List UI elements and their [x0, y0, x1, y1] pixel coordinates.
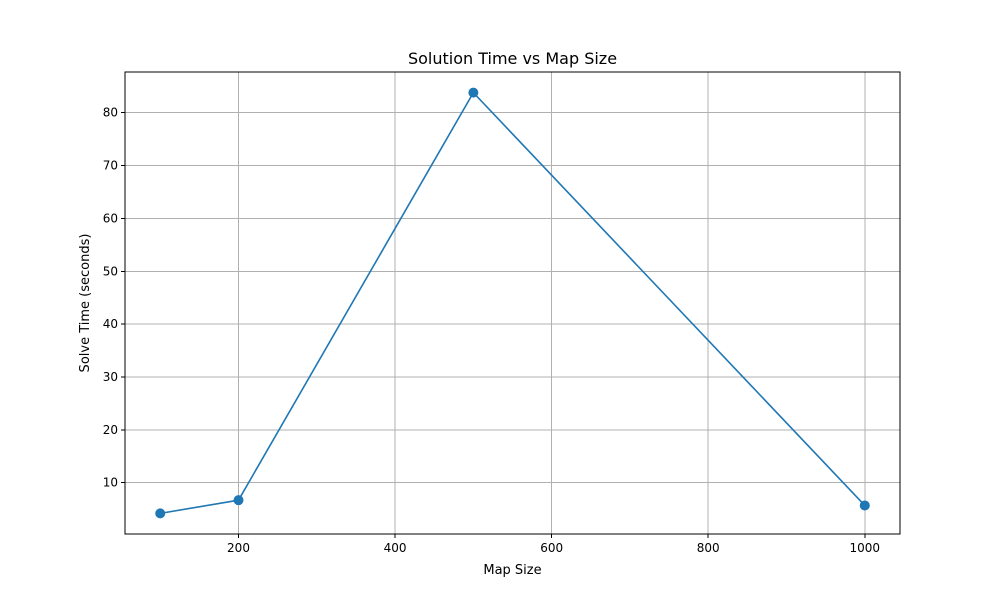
ticks: 200 400 600 800 1000 10 20 30 40 50 60 70 80 [103, 106, 880, 555]
x-tick-label: 1000 [849, 541, 880, 555]
data-point [155, 508, 166, 519]
y-tick-label: 60 [103, 211, 118, 225]
series-layer [155, 87, 870, 519]
data-point [233, 495, 244, 506]
x-axis-label: Map Size [483, 563, 541, 578]
series-line [159, 91, 866, 515]
y-tick-label: 40 [103, 317, 118, 331]
y-axis-label: Solve Time (seconds) [78, 234, 93, 373]
x-tick-label: 400 [384, 541, 407, 555]
x-tick-label: 800 [697, 541, 720, 555]
chart-title: Solution Time vs Map Size [408, 49, 617, 68]
plot-area-background [125, 72, 900, 534]
y-tick-label: 20 [103, 423, 118, 437]
x-tick-label: 600 [540, 541, 563, 555]
y-tick-label: 70 [103, 159, 118, 173]
y-tick-label: 10 [103, 476, 118, 490]
data-point [859, 500, 870, 511]
y-tick-label: 50 [103, 264, 118, 278]
y-tick-label: 30 [103, 370, 118, 384]
y-tick-label: 80 [103, 106, 118, 120]
data-point [468, 87, 479, 98]
axes-frame [124, 71, 901, 535]
grid [125, 72, 900, 534]
x-tick-label: 200 [227, 541, 250, 555]
